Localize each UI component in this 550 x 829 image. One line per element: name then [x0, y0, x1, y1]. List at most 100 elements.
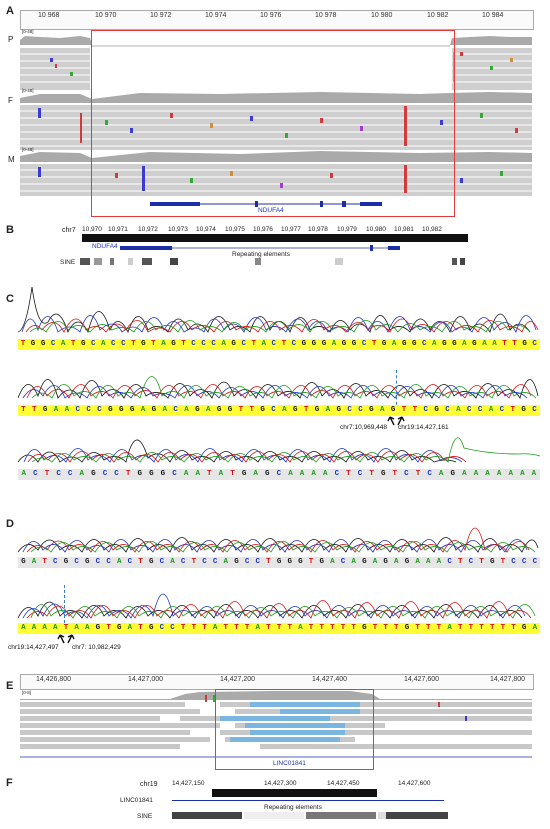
base-call: G	[489, 558, 495, 566]
base-call: A	[311, 470, 316, 478]
axis-tick: 14,427,150	[172, 780, 205, 787]
base-call: G	[369, 406, 374, 414]
base-call: G	[287, 558, 292, 566]
base-call: G	[149, 470, 154, 478]
base-call: C	[127, 558, 133, 566]
base-call: A	[415, 558, 420, 566]
base-call: C	[97, 406, 102, 414]
gene-line-f	[172, 800, 444, 801]
axis-tick: 10,976	[253, 226, 273, 233]
base-call: A	[140, 406, 146, 414]
axis-tick: 14,427,200	[220, 676, 256, 683]
axis-tick: 10,980	[366, 226, 386, 233]
repeat-label-f: Repeating elements	[264, 804, 322, 811]
base-call: T	[244, 624, 250, 632]
base-call: G	[341, 340, 347, 348]
axis-tick: 10,982	[422, 226, 442, 233]
base-call: G	[472, 340, 477, 348]
base-call: A	[432, 340, 437, 348]
base-call: G	[301, 340, 307, 348]
axis-tick: 10,977	[281, 226, 301, 233]
base-call: C	[75, 406, 81, 414]
base-call: C	[291, 340, 297, 348]
base-call: C	[271, 406, 276, 414]
base-call: T	[511, 624, 516, 632]
gene-label-f: LINC01841	[120, 797, 153, 804]
base-call: G	[95, 624, 101, 632]
base-call: T	[238, 406, 244, 414]
base-call: T	[191, 624, 197, 632]
chromatogram-c3	[18, 437, 540, 463]
base-call: C	[74, 558, 79, 566]
panel-a-tracks	[20, 36, 532, 207]
base-call: A	[212, 624, 218, 632]
base-call: G	[276, 558, 282, 566]
base-call: A	[298, 624, 303, 632]
base-call: C	[212, 558, 218, 566]
axis-tick: 10 974	[205, 12, 227, 19]
base-call: G	[91, 470, 96, 478]
gene-label-ndufa4: NDUFA4	[258, 207, 284, 214]
axis-tick: 14,427,300	[264, 780, 297, 787]
base-call: T	[63, 624, 69, 632]
axis-tick: 14,427,600	[398, 780, 431, 787]
axis-tick: 10 972	[150, 12, 172, 19]
scale-label-e: [0-8]	[22, 690, 32, 695]
base-call: T	[42, 558, 47, 566]
panel-e-tracks	[20, 691, 532, 758]
base-call: A	[184, 406, 189, 414]
base-call: T	[502, 340, 507, 348]
base-call: G	[116, 624, 122, 632]
base-call: C	[211, 340, 216, 348]
base-call: A	[331, 340, 337, 348]
base-call: A	[288, 470, 293, 478]
axis-tick: 10,981	[394, 226, 414, 233]
base-call: A	[391, 340, 397, 348]
base-call: C	[532, 558, 538, 566]
breakpoint-left-c: chr7:10,969,448	[340, 424, 387, 431]
base-call: A	[64, 406, 70, 414]
base-call: C	[447, 558, 452, 566]
axis-tick: 14,427,450	[327, 780, 360, 787]
base-call: T	[500, 558, 506, 566]
track-label-m: M	[8, 155, 15, 164]
axis-tick: 10,978	[308, 226, 328, 233]
base-call: G	[160, 470, 166, 478]
base-call: T	[319, 624, 324, 632]
base-call: T	[21, 406, 26, 414]
breakpoint-left-d: chr19:14,427,497	[8, 644, 59, 651]
base-call: G	[522, 340, 527, 348]
base-call: A	[253, 470, 258, 478]
base-call: T	[383, 624, 388, 632]
panel-b-label: B	[6, 224, 14, 236]
base-call: T	[401, 406, 407, 414]
base-call: T	[510, 406, 516, 414]
base-call: T	[70, 340, 76, 348]
chromatogram-c2	[18, 376, 539, 399]
base-call: A	[456, 406, 461, 414]
panel-a-axis	[20, 10, 534, 30]
repeat-label-b: Repeating elements	[232, 251, 290, 258]
base-call: A	[372, 558, 378, 566]
base-call: C	[467, 406, 472, 414]
axis-tick: 14,427,800	[490, 676, 526, 683]
breakpoint-arrows-d	[57, 634, 75, 644]
base-call: T	[138, 558, 143, 566]
base-call: G	[321, 340, 327, 348]
base-call: A	[380, 406, 385, 414]
scale-label-m: [0-48]	[22, 147, 34, 152]
track-label-f: F	[8, 96, 13, 105]
axis-tick: 10,971	[108, 226, 128, 233]
base-call: T	[138, 624, 143, 632]
panel-c-label: C	[6, 293, 14, 305]
base-call: C	[445, 406, 450, 414]
track-label-p: P	[8, 35, 14, 44]
base-call: G	[40, 340, 46, 348]
base-call: G	[293, 406, 298, 414]
base-call: A	[85, 624, 90, 632]
base-call: A	[116, 558, 122, 566]
reads-f	[20, 105, 532, 150]
panel-d-label: D	[6, 518, 14, 530]
chromatogram-d1	[18, 527, 539, 553]
